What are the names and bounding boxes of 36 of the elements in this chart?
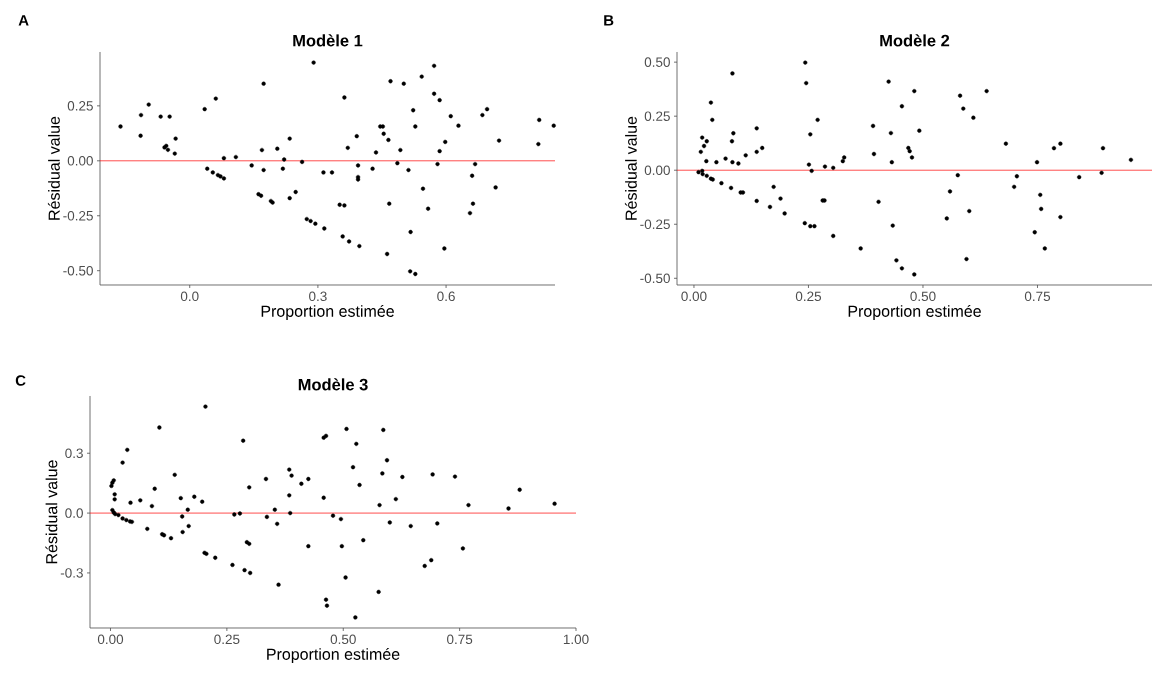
x-tick-label: 1.00 [563, 634, 589, 645]
y-tick-label: -0.25 [640, 219, 670, 230]
y-tick-label: 0.25 [644, 111, 670, 121]
y-tick-label: 0.50 [644, 57, 670, 67]
chart-title: Modèle 1 [293, 34, 363, 47]
x-tick-label: 0.50 [330, 634, 356, 645]
chart-title: Modèle 3 [298, 378, 368, 391]
x-tick-label: 0.6 [437, 291, 455, 302]
y-tick-label: -0.3 [60, 568, 83, 578]
x-tick-label: 0.3 [309, 291, 327, 302]
x-tick-label: 0.75 [447, 634, 473, 645]
x-tick-label: 0.25 [214, 634, 240, 645]
x-tick-label: 0.50 [910, 291, 936, 302]
x-tick-label: 0.25 [795, 291, 822, 302]
y-tick-label: -0.50 [63, 265, 93, 276]
y-tick-label: 0.00 [644, 165, 670, 175]
x-axis-title: Proportion estimée [261, 304, 394, 321]
y-tick-label: -0.50 [640, 273, 670, 284]
text: C [15, 375, 26, 386]
y-tick-label: 0.0 [65, 508, 83, 518]
y-axis-title: Résidual value [45, 460, 58, 564]
y-axis-title: Résidual value [624, 116, 637, 220]
x-tick-label: 0.00 [681, 291, 707, 302]
text: B [604, 15, 614, 26]
y-tick-label: 0.00 [67, 156, 93, 166]
y-tick-label: -0.25 [63, 210, 93, 221]
x-axis-title: Proportion estimée [848, 304, 981, 321]
x-tick-label: 0.0 [180, 291, 199, 302]
x-tick-label: 0.00 [97, 634, 124, 645]
text: A [18, 15, 29, 26]
y-tick-label: 0.3 [65, 448, 83, 459]
y-axis-title: Résidual value [47, 116, 60, 220]
chart-title: Modèle 2 [880, 34, 950, 47]
y-tick-label: 0.25 [67, 101, 93, 111]
x-tick-label: 0.75 [1024, 291, 1051, 302]
x-axis-title: Proportion estimée [267, 647, 400, 664]
